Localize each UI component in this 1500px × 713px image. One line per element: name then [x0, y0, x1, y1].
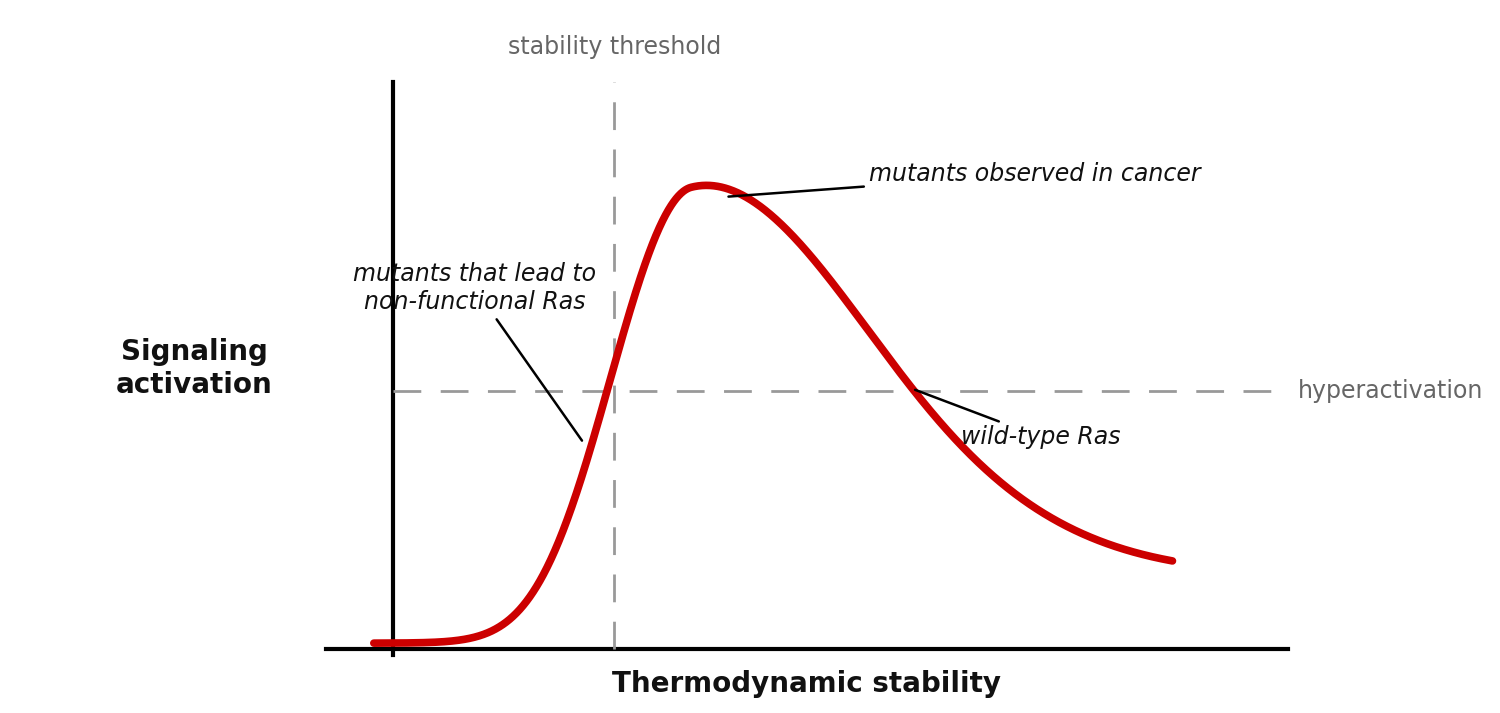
Y-axis label: Signaling
activation: Signaling activation [116, 338, 273, 399]
Text: hyperactivation: hyperactivation [1298, 379, 1484, 404]
Text: mutants observed in cancer: mutants observed in cancer [729, 162, 1202, 197]
Text: wild-type Ras: wild-type Ras [915, 390, 1120, 449]
Text: mutants that lead to
non-functional Ras: mutants that lead to non-functional Ras [354, 262, 597, 441]
X-axis label: Thermodynamic stability: Thermodynamic stability [612, 670, 1002, 698]
Text: stability threshold: stability threshold [509, 36, 722, 59]
